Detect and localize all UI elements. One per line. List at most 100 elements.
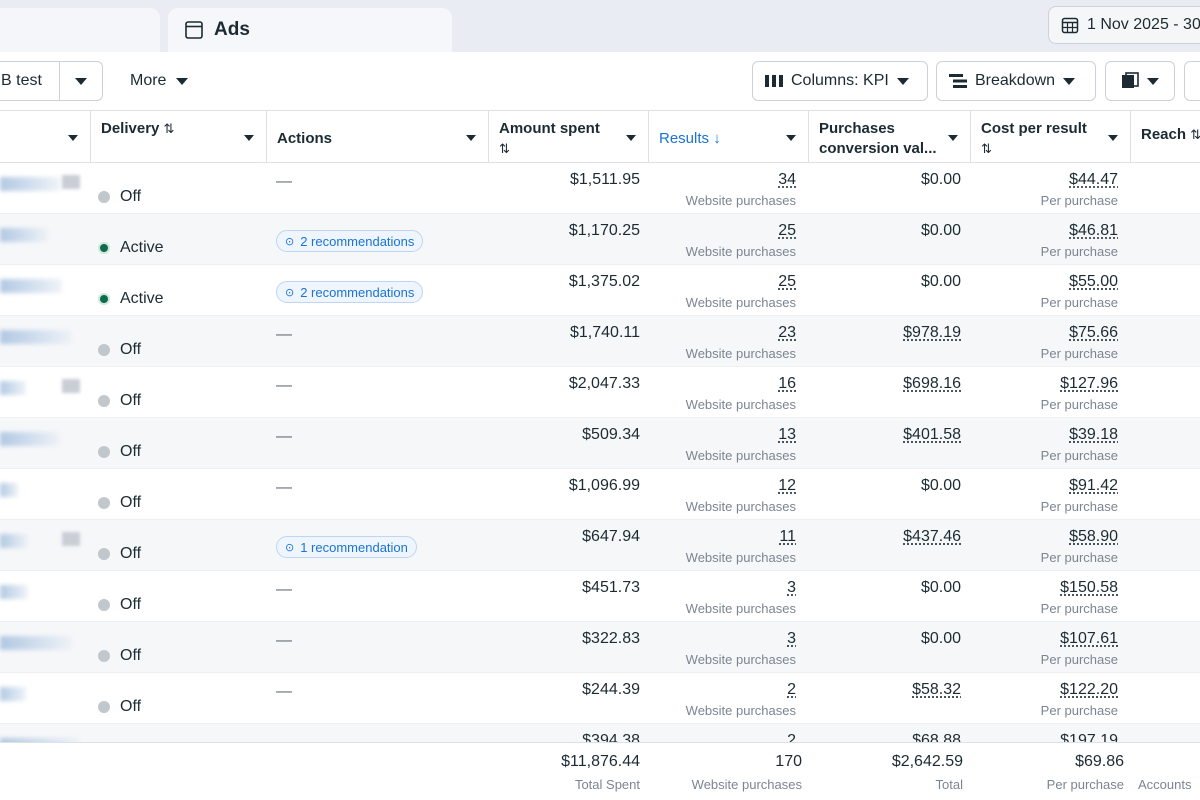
cpr-value[interactable]: $75.66 [1069,324,1118,341]
table-row[interactable]: Off — $1,740.11 23 Website purchases $978.19 $… [0,316,1200,367]
pcv-value[interactable]: $68.88 [912,732,961,743]
actions-empty: — [276,683,292,700]
amount-spent-cell: $1,511.95 [490,171,640,221]
pcv-value[interactable]: $698.16 [903,375,961,392]
results-value[interactable]: 13 [778,426,796,443]
ab-test-dropdown-button[interactable] [59,61,103,101]
table-row[interactable]: Off — $451.73 3 Website purchases $0.00 $150.5… [0,571,1200,622]
ad-name-redacted[interactable] [0,738,80,743]
results-value[interactable]: 3 [787,579,796,596]
ab-test-button[interactable]: B test [0,61,60,101]
table-row[interactable]: Off ⊙ 1 recommendation $647.94 11 Website pur… [0,520,1200,571]
results-value[interactable]: 34 [778,171,796,188]
results-value[interactable]: 2 [787,681,796,698]
pcv-value[interactable]: $401.58 [903,426,961,443]
table-row[interactable]: Off — $2,047.33 16 Website purchases $698.16 $… [0,367,1200,418]
cpr-value[interactable]: $44.47 [1069,171,1118,188]
reports-icon [1122,72,1139,88]
tab-previous[interactable] [0,8,160,52]
total-purchases-conversion-value: $2,642.59 Total [810,753,963,792]
recommendations-badge[interactable]: ⊙ 1 recommendation [276,536,417,558]
column-header-name[interactable] [0,111,90,163]
ad-name-redacted[interactable] [0,534,28,548]
cpr-value[interactable]: $107.61 [1060,630,1118,647]
date-range-button[interactable]: 1 Nov 2025 - 30 [1048,6,1200,44]
table-row[interactable]: Off — $322.83 3 Website purchases $0.00 $107.6… [0,622,1200,673]
ad-name-redacted[interactable] [0,330,72,344]
status-dot-icon [98,548,110,560]
toolbar-more-options-button[interactable] [1184,61,1200,101]
chevron-down-icon [75,77,87,85]
reports-button[interactable] [1105,61,1175,101]
cpr-value[interactable]: $46.81 [1069,222,1118,239]
ad-name-redacted[interactable] [0,279,62,293]
pcv-value: $0.00 [920,630,961,647]
column-header-purchases-conversion-value[interactable]: Purchases conversion val... [808,111,970,163]
column-header-actions[interactable]: Actions [266,111,488,163]
recommendations-badge[interactable]: ⊙ 2 recommendations [276,281,424,303]
ad-name-redacted[interactable] [0,381,26,395]
purchases-conversion-value-cell: $401.58 [810,426,961,476]
ad-name-redacted[interactable] [0,432,60,446]
pcv-value[interactable]: $437.46 [903,528,961,545]
columns-button[interactable]: Columns: KPI [752,61,928,101]
cost-per-result-cell: $150.58 Per purchase [970,579,1118,629]
cpr-value[interactable]: $91.42 [1069,477,1118,494]
cpr-value[interactable]: $150.58 [1060,579,1118,596]
chevron-down-icon [176,77,189,85]
results-value[interactable]: 11 [779,528,796,545]
table-row[interactable]: Active ⊙ 2 recommendations $1,170.25 25 Websi… [0,214,1200,265]
cpr-value[interactable]: $197.19 [1060,732,1118,743]
column-header-amount-spent[interactable]: Amount spent ⇅ [488,111,648,163]
date-range-label: 1 Nov 2025 - 30 [1087,16,1200,33]
delivery-status-label: Active [120,239,164,256]
ad-name-redacted[interactable] [0,177,60,191]
column-header-reach[interactable]: Reach ⇅ [1130,111,1200,163]
cpr-value[interactable]: $122.20 [1060,681,1118,698]
more-button[interactable]: More [118,61,201,101]
table-row[interactable]: Off — $244.39 2 Website purchases $58.32 $122.… [0,673,1200,724]
results-caption: Website purchases [685,550,796,565]
table-row[interactable]: Off — $1,096.99 12 Website purchases $0.00 $91… [0,469,1200,520]
results-value[interactable]: 25 [778,222,796,239]
column-header-delivery[interactable]: Delivery ⇅ [90,111,266,163]
column-header-cost-per-result[interactable]: Cost per result ⇅ [970,111,1130,163]
cpr-value[interactable]: $39.18 [1069,426,1118,443]
delivery-status: Off [98,478,141,528]
actions-cell: — [276,173,292,223]
results-value[interactable]: 12 [778,477,796,494]
table-row[interactable]: Off—$394.382$68.88$197.19 [0,724,1200,743]
cpr-caption: Per purchase [1040,550,1118,565]
table-row[interactable]: Off — $1,511.95 34 Website purchases $0.00 $44… [0,163,1200,214]
delivery-status-label: Off [120,392,142,409]
results-value[interactable]: 16 [778,375,796,392]
chevron-down-icon [948,135,958,141]
purchases-conversion-value-cell: $0.00 [810,273,961,323]
cpr-value[interactable]: $127.96 [1060,375,1118,392]
ad-name-redacted[interactable] [0,228,48,242]
ad-name-redacted[interactable] [0,585,28,599]
pcv-value[interactable]: $58.32 [912,681,961,698]
cpr-caption: Per purchase [1040,295,1118,310]
results-value[interactable]: 25 [778,273,796,290]
pcv-value[interactable]: $978.19 [903,324,961,341]
column-header-results[interactable]: Results ↓ [648,111,808,163]
cpr-value[interactable]: $55.00 [1069,273,1118,290]
results-caption: Website purchases [685,499,796,514]
cpr-value[interactable]: $58.90 [1069,528,1118,545]
results-value[interactable]: 3 [787,630,796,647]
results-value[interactable]: 2 [787,732,796,743]
table-row[interactable]: Active ⊙ 2 recommendations $1,375.02 25 Websi… [0,265,1200,316]
results-value[interactable]: 23 [778,324,796,341]
cpr-caption: Per purchase [1040,244,1118,259]
tab-ads[interactable]: Ads [168,8,452,52]
purchases-conversion-value-cell: $698.16 [810,375,961,425]
breakdown-button[interactable]: Breakdown [936,61,1096,101]
total-cost-per-result: $69.86 Per purchase [970,753,1124,792]
status-dot-icon [98,701,110,713]
ad-name-redacted[interactable] [0,483,18,497]
ad-name-redacted[interactable] [0,687,26,701]
ad-name-redacted[interactable] [0,636,72,650]
recommendations-badge[interactable]: ⊙ 2 recommendations [276,230,424,252]
table-row[interactable]: Off — $509.34 13 Website purchases $401.58 $39… [0,418,1200,469]
